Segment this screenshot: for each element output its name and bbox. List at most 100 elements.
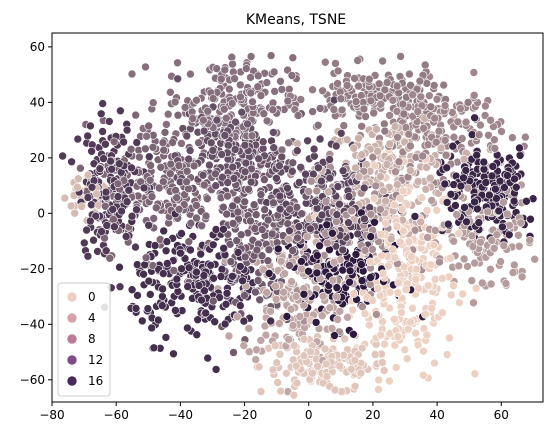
scatter-point (280, 269, 290, 278)
scatter-point (126, 144, 136, 154)
legend-marker (66, 291, 78, 303)
scatter-point (490, 135, 499, 144)
scatter-point (392, 81, 402, 91)
scatter-point (499, 198, 508, 207)
scatter-point (414, 284, 423, 293)
scatter-point (530, 254, 540, 264)
scatter-point (73, 182, 82, 192)
scatter-point (378, 269, 388, 279)
scatter-point (406, 317, 415, 327)
scatter-point (382, 78, 392, 87)
scatter-point (182, 131, 192, 141)
scatter-point (97, 227, 106, 236)
scatter-point (434, 126, 444, 136)
scatter-point (261, 330, 271, 340)
scatter-point (360, 246, 370, 255)
scatter-point (154, 183, 164, 193)
scatter-point (158, 292, 167, 301)
scatter-point (377, 251, 386, 260)
scatter-point (208, 146, 218, 155)
scatter-point (283, 183, 292, 193)
scatter-point (508, 268, 518, 277)
scatter-point (470, 258, 479, 268)
x-tick-label: −80 (39, 408, 64, 422)
scatter-point (329, 257, 339, 267)
scatter-point (437, 274, 447, 283)
scatter-point (206, 260, 215, 270)
scatter-point (368, 296, 377, 305)
scatter-point (192, 213, 201, 223)
scatter-point (474, 218, 484, 227)
scatter-point (521, 132, 530, 142)
scatter-point (372, 310, 381, 319)
scatter-point (391, 363, 401, 372)
scatter-point (159, 269, 168, 278)
scatter-point (328, 275, 338, 285)
scatter-point (390, 253, 400, 262)
scatter-point (219, 104, 229, 114)
scatter-point (488, 162, 498, 171)
scatter-point (256, 190, 266, 199)
scatter-point (219, 244, 228, 253)
scatter-point (385, 139, 395, 149)
scatter-point (376, 172, 385, 181)
scatter-point (201, 308, 210, 318)
scatter-point (276, 386, 286, 396)
scatter-point (393, 332, 403, 341)
scatter-point (240, 252, 250, 262)
scatter-point (317, 311, 327, 321)
scatter-point (122, 197, 132, 206)
scatter-point (144, 121, 153, 131)
scatter-point (263, 256, 273, 266)
scatter-point (113, 179, 123, 189)
scatter-point (361, 112, 370, 121)
scatter-point (218, 172, 227, 182)
scatter-point (469, 298, 478, 308)
scatter-point (440, 179, 450, 189)
scatter-point (402, 354, 412, 363)
scatter-point (330, 331, 339, 340)
scatter-point (370, 161, 380, 171)
scatter-point (381, 219, 390, 228)
scatter-point (269, 67, 279, 77)
scatter-point (152, 203, 161, 213)
scatter-point (427, 303, 437, 313)
legend-marker (66, 312, 78, 324)
scatter-point (192, 201, 201, 210)
scatter-point (310, 197, 320, 206)
scatter-point (170, 97, 180, 107)
scatter-point (289, 390, 299, 400)
scatter-point (364, 320, 374, 330)
scatter-point (398, 99, 408, 109)
scatter-point (440, 136, 450, 145)
scatter-point (491, 184, 500, 194)
scatter-point (385, 303, 394, 313)
scatter-point (511, 183, 521, 192)
scatter-point (174, 205, 184, 214)
scatter-point (340, 334, 350, 344)
scatter-point (313, 121, 323, 130)
scatter-point (171, 306, 180, 315)
scatter-point (220, 319, 230, 329)
scatter-point (461, 166, 471, 175)
scatter-point (228, 201, 237, 211)
scatter-point (127, 69, 137, 79)
scatter-point (173, 58, 182, 68)
scatter-point (365, 257, 375, 267)
scatter-point (263, 215, 273, 225)
scatter-point (132, 138, 142, 147)
scatter-point (233, 207, 243, 217)
scatter-point (379, 119, 389, 129)
scatter-point (168, 138, 177, 147)
scatter-point (411, 274, 421, 284)
scatter-point (459, 173, 468, 183)
scatter-point (86, 121, 95, 131)
scatter-point (508, 133, 517, 142)
points-layer (58, 51, 540, 400)
scatter-point (346, 364, 356, 374)
scatter-point (460, 203, 469, 212)
scatter-point (173, 110, 183, 120)
y-tick-label: −40 (20, 317, 45, 331)
scatter-point (169, 349, 178, 359)
scatter-point (199, 115, 208, 125)
